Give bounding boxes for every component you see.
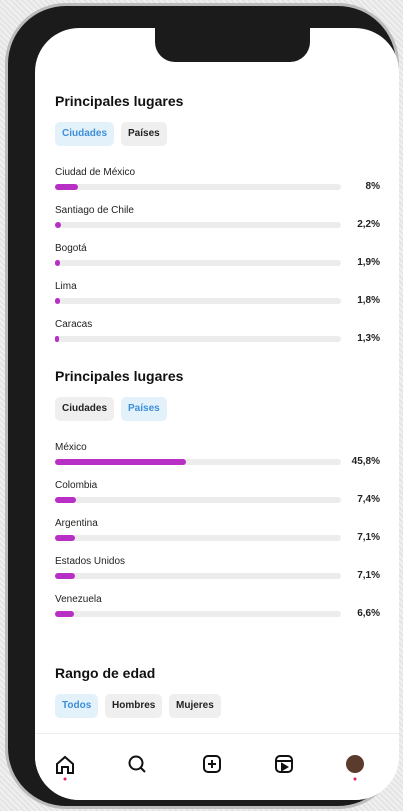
bar-track: [55, 535, 341, 541]
bar: [55, 497, 77, 503]
value-label: 2,2%: [357, 219, 380, 230]
section-title: Rango de edad: [55, 665, 156, 681]
notch: [155, 28, 310, 62]
create-icon[interactable]: [203, 755, 221, 773]
nav-icons: [56, 755, 364, 781]
item-label: México: [55, 442, 87, 453]
bar: [55, 535, 76, 541]
screen: Principales lugares Ciudades Países Ciudad …: [35, 28, 399, 800]
item-label: Caracas: [55, 319, 93, 330]
bar-track: [55, 184, 341, 190]
value-label: 7,1%: [357, 532, 380, 543]
tab[interactable]: Todos: [55, 694, 99, 718]
bar: [55, 184, 78, 190]
home-icon[interactable]: [56, 755, 74, 774]
section-title: Principales lugares: [55, 368, 184, 384]
tab[interactable]: Ciudades: [55, 122, 115, 146]
bar: [55, 611, 74, 617]
section-title: Principales lugares: [55, 93, 184, 109]
search-icon[interactable]: [128, 755, 144, 771]
item-label: Ciudad de México: [55, 167, 136, 178]
item-label: Bogotá: [55, 243, 87, 254]
tab[interactable]: Hombres: [105, 694, 163, 718]
bottom-nav: [35, 733, 399, 800]
tab[interactable]: Países: [121, 122, 167, 146]
bar-track: [55, 497, 341, 503]
item-label: Venezuela: [55, 594, 102, 605]
bar: [55, 336, 59, 342]
item-label: Lima: [55, 281, 77, 292]
value-label: 8%: [365, 181, 380, 192]
value-label: 1,9%: [357, 257, 380, 268]
item-label: Estados Unidos: [55, 556, 126, 567]
item-label: Santiago de Chile: [55, 205, 134, 216]
bar-track: [55, 459, 341, 465]
phone-frame: Principales lugares Ciudades Países Ciudad …: [8, 6, 399, 806]
value-label: 1,3%: [357, 333, 380, 344]
bar-track: [55, 222, 341, 228]
tab[interactable]: Mujeres: [169, 694, 221, 718]
bar-track: [55, 573, 341, 579]
tab[interactable]: Ciudades: [55, 397, 115, 421]
item-label: Argentina: [55, 518, 98, 529]
bar-track: [55, 336, 341, 342]
tab[interactable]: Países: [121, 397, 167, 421]
reels-icon[interactable]: [275, 755, 293, 773]
item-label: Colombia: [55, 480, 98, 491]
bar-track: [55, 260, 341, 266]
bar-track: [55, 611, 341, 617]
value-label: 7,1%: [357, 570, 380, 581]
value-label: 45,8%: [351, 456, 380, 467]
value-label: 7,4%: [357, 494, 380, 505]
profile-avatar[interactable]: [346, 755, 364, 773]
bar: [55, 222, 62, 228]
bar: [55, 260, 61, 266]
bar-track: [55, 298, 341, 304]
bar: [55, 459, 186, 465]
bar: [55, 573, 76, 579]
value-label: 1,8%: [357, 295, 380, 306]
value-label: 6,6%: [357, 608, 380, 619]
bar: [55, 298, 61, 304]
